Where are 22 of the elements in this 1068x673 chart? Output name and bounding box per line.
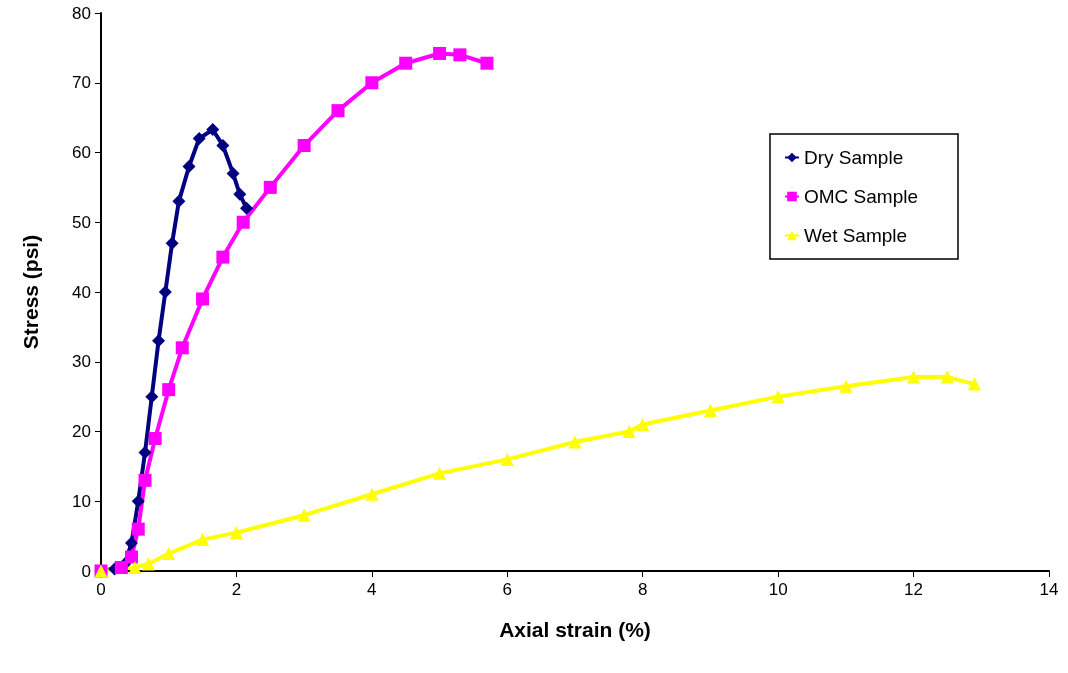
x-tick-label: 10 (768, 580, 788, 599)
y-tick-label: 20 (72, 422, 91, 441)
legend-label: OMC Sample (803, 186, 918, 207)
x-tick-label: 8 (637, 580, 648, 599)
x-tick-label: 0 (96, 580, 106, 599)
y-tick-label: 80 (72, 3, 91, 23)
y-tick-label: 10 (72, 491, 91, 511)
x-tick-label: 12 (904, 580, 924, 599)
x-tick-label: 6 (502, 580, 513, 599)
y-tick-label: 40 (72, 282, 91, 302)
x-tick-label: 4 (367, 580, 377, 599)
x-tick-label: 2 (231, 580, 242, 599)
x-axis-title: Axial strain (%) (499, 618, 651, 641)
legend-label: Wet Sample (803, 225, 908, 246)
y-tick-label: 50 (72, 212, 91, 232)
y-tick-label: 0 (81, 561, 91, 581)
x-tick-label: 14 (1039, 580, 1059, 599)
legend-label: Dry Sample (803, 147, 904, 168)
y-tick-label: 30 (72, 352, 91, 372)
y-tick-label: 70 (72, 73, 91, 93)
y-tick-label: 60 (72, 143, 91, 162)
y-axis-title: Stress (psi) (19, 234, 42, 350)
